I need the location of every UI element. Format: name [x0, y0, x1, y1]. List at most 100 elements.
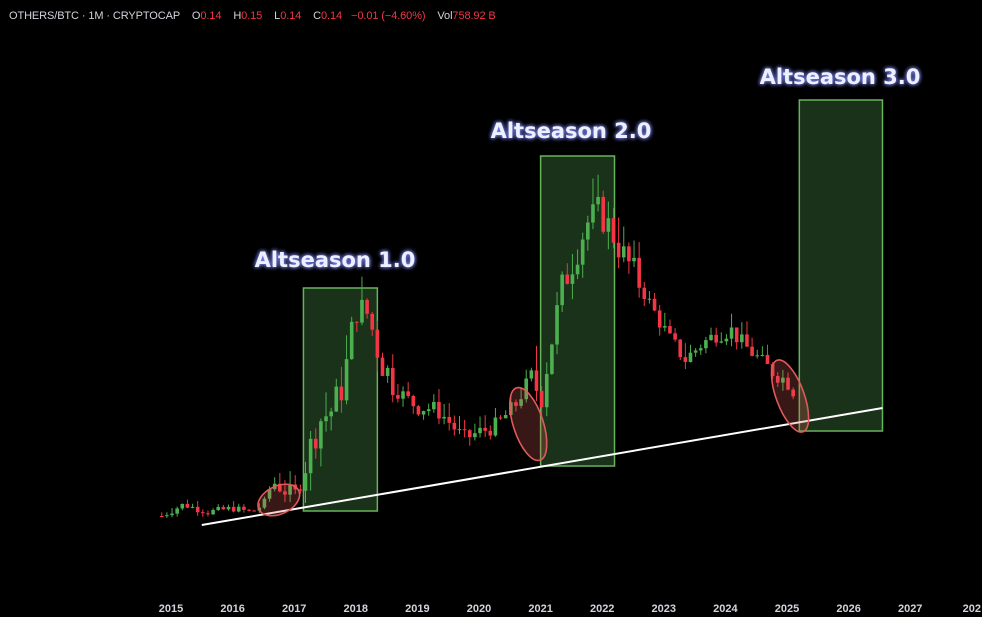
chart-legend: OTHERS/BTC · 1M · CRYPTOCAP O0.14 H0.15 …	[9, 10, 496, 22]
candle-body	[503, 415, 508, 419]
x-tick-label: 202	[963, 603, 981, 615]
close-key: C	[313, 10, 322, 22]
candle-body	[252, 510, 256, 512]
candle-body	[606, 218, 611, 232]
candle-body	[185, 503, 190, 508]
candle-body	[575, 264, 580, 275]
candle-body	[375, 329, 380, 358]
candle-body	[760, 354, 765, 356]
candle-body	[745, 334, 749, 347]
candle-body	[719, 341, 724, 343]
change-value: −0.01 (−4.60%)	[351, 10, 426, 22]
candle-body	[236, 506, 241, 512]
candle-body	[539, 390, 544, 408]
accumulation-circle-1	[257, 483, 301, 517]
candle-body	[791, 389, 795, 397]
candle-body	[298, 489, 303, 491]
candle-body	[652, 298, 657, 311]
volume-key: Vol	[437, 10, 453, 22]
candle-body	[401, 391, 405, 399]
candle-body	[734, 327, 739, 343]
candle-body	[663, 326, 667, 328]
candle-body	[195, 506, 200, 513]
candle-body	[180, 503, 185, 509]
candle-body	[437, 401, 441, 419]
candle-body	[329, 411, 333, 417]
candle-body	[678, 339, 683, 358]
x-tick-label: 2024	[713, 603, 738, 615]
candle-body	[416, 406, 421, 415]
candle-body	[765, 354, 770, 365]
candle-body	[781, 377, 785, 383]
candle-body	[170, 513, 174, 516]
x-tick-label: 2025	[775, 603, 799, 615]
candle-body	[560, 274, 564, 306]
candle-body	[216, 506, 221, 511]
symbol-label[interactable]: OTHERS/BTC · 1M · CRYPTOCAP	[9, 10, 180, 22]
candle-body	[211, 510, 215, 515]
candle-body	[206, 513, 210, 515]
candle-body	[704, 340, 708, 349]
candle-body	[344, 359, 349, 401]
candle-body	[190, 506, 195, 508]
close-value: 0.14	[321, 10, 343, 22]
candle-body	[396, 395, 400, 399]
candle-body	[462, 429, 467, 431]
candle-body	[627, 246, 631, 262]
zone-labels: Altseason 1.0 Altseason 2.0 Altseason 3.…	[255, 65, 921, 272]
candle-body	[421, 411, 426, 415]
altseason-1-label: Altseason 1.0	[255, 248, 416, 272]
candle-body	[647, 298, 652, 300]
candle-body	[775, 375, 780, 383]
x-tick-label: 2026	[836, 603, 860, 615]
candle-body	[442, 416, 446, 419]
candle-body	[355, 321, 359, 323]
candle-body	[349, 321, 354, 360]
x-tick-label: 2015	[159, 603, 183, 615]
candle-body	[565, 274, 570, 284]
candle-body	[750, 346, 754, 356]
altseason-2-label: Altseason 2.0	[491, 119, 652, 143]
candle-body	[524, 378, 529, 400]
candle-body	[390, 367, 395, 396]
candle-body	[267, 489, 272, 499]
candle-body	[709, 334, 713, 341]
candle-body	[406, 391, 410, 396]
x-tick-label: 2016	[220, 603, 244, 615]
candle-body	[231, 506, 236, 512]
candle-body	[498, 417, 503, 419]
candle-body	[385, 367, 390, 376]
candle-body	[570, 274, 575, 284]
candle-body	[724, 338, 729, 342]
low-value: 0.14	[280, 10, 302, 22]
candle-body	[303, 473, 308, 491]
candle-body	[483, 427, 487, 431]
annotation-overlays	[201, 359, 883, 526]
candle-body	[165, 515, 169, 517]
candle-body	[201, 512, 205, 514]
candle-body	[601, 196, 606, 232]
support-trendline	[201, 407, 883, 526]
x-tick-label: 2023	[652, 603, 676, 615]
candle-body	[447, 416, 452, 423]
candle-body	[534, 370, 539, 391]
candle-body	[514, 402, 518, 406]
candle-body	[380, 357, 385, 376]
open-key: O	[191, 10, 201, 22]
candle-body	[616, 242, 621, 258]
candle-body	[360, 299, 364, 323]
candle-body	[786, 377, 790, 390]
candle-body	[529, 370, 534, 379]
candle-body	[242, 506, 246, 510]
x-tick-label: 2019	[405, 603, 429, 615]
candle-body	[693, 350, 698, 353]
candle-body	[580, 239, 585, 265]
candle-body	[319, 421, 323, 449]
x-tick-label: 2017	[282, 603, 306, 615]
candle-body	[288, 484, 292, 495]
candle-body	[370, 313, 375, 330]
altseason-3-label: Altseason 3.0	[760, 65, 921, 89]
candle-body	[488, 430, 493, 436]
candle-body	[283, 491, 287, 495]
